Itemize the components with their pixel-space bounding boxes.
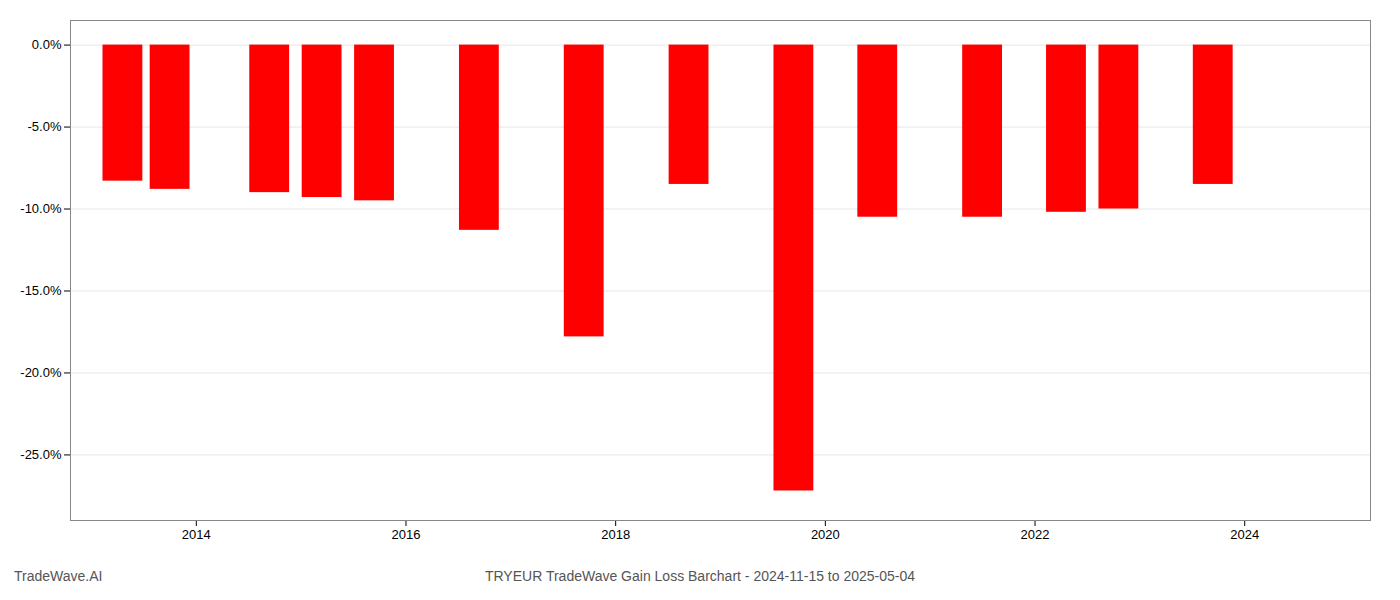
svg-text:-20.0%: -20.0%	[20, 365, 62, 380]
svg-text:-5.0%: -5.0%	[28, 119, 62, 134]
svg-text:2016: 2016	[392, 527, 421, 542]
svg-text:-15.0%: -15.0%	[20, 283, 62, 298]
svg-text:0.0%: 0.0%	[32, 37, 62, 52]
svg-text:2020: 2020	[811, 527, 840, 542]
svg-text:2014: 2014	[182, 527, 211, 542]
html-text:TRYEUR TradeWave Gain Loss Bar: TRYEUR TradeWave Gain Loss Barchart - 20…	[485, 568, 915, 584]
svg-text:2024: 2024	[1230, 527, 1259, 542]
svg-text:-10.0%: -10.0%	[20, 201, 62, 216]
svg-text:-25.0%: -25.0%	[20, 447, 62, 462]
svg-text:2022: 2022	[1021, 527, 1050, 542]
svg-text:2018: 2018	[601, 527, 630, 542]
html-text:TradeWave.AI: TradeWave.AI	[14, 568, 103, 584]
